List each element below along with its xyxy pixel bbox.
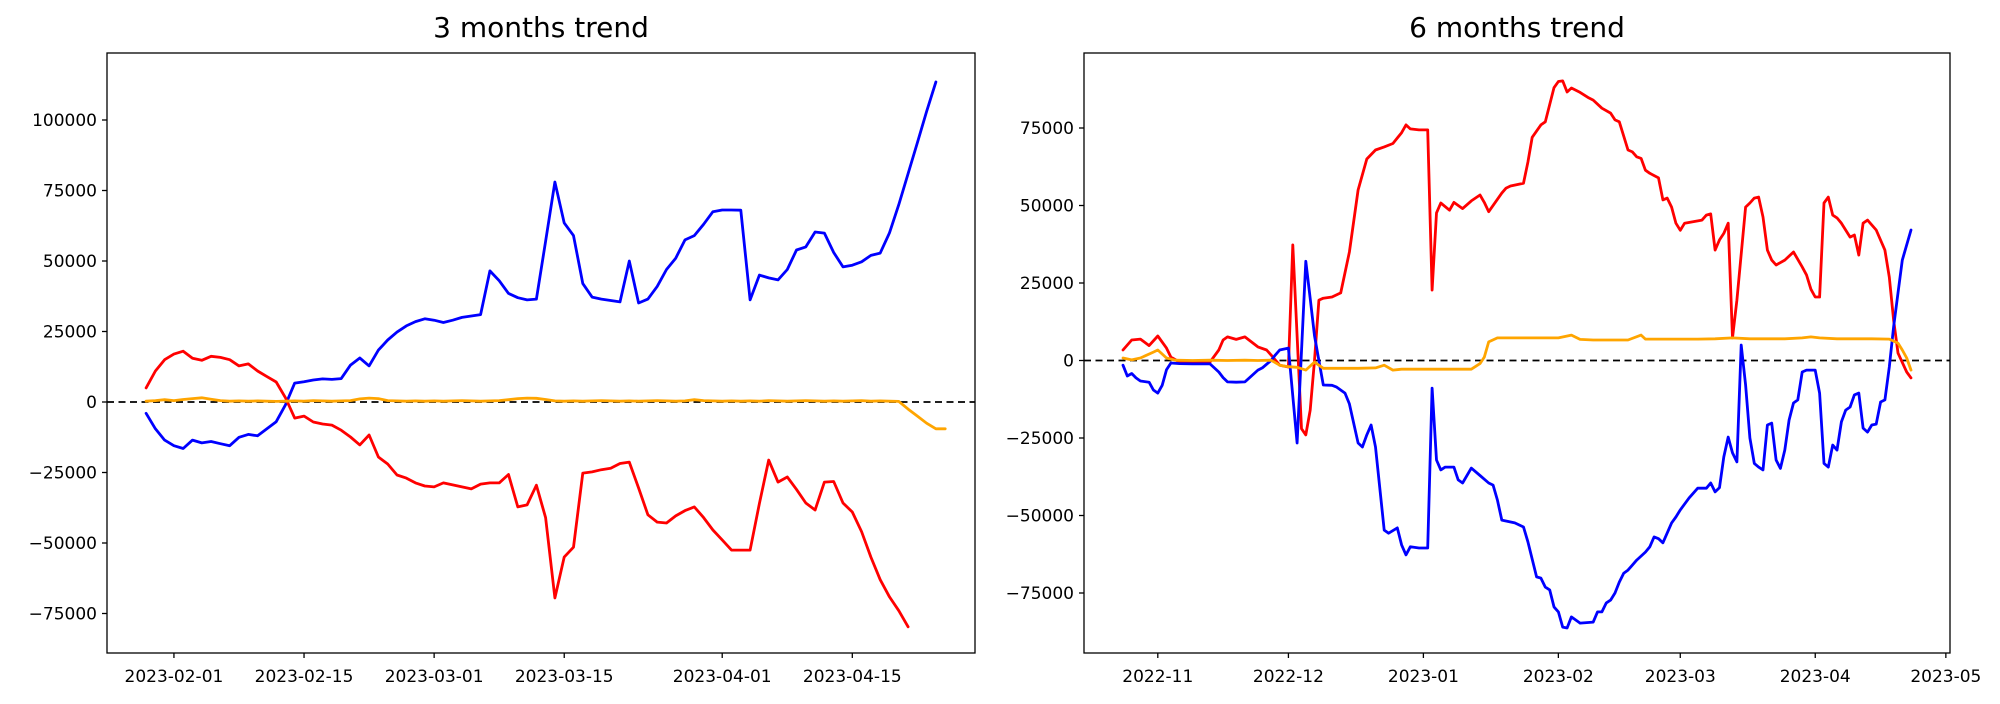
x-tick-label: 2023-04 bbox=[1780, 667, 1851, 687]
x-tick-label: 2023-05 bbox=[1910, 667, 1981, 687]
series-line-red bbox=[144, 349, 910, 629]
x-tick-label: 2023-03 bbox=[1645, 667, 1716, 687]
x-tick-label: 2023-04-01 bbox=[673, 667, 772, 687]
y-tick-label: −50000 bbox=[1006, 506, 1074, 526]
y-tick-label: 0 bbox=[1063, 352, 1074, 372]
y-tick-label: 75000 bbox=[43, 182, 97, 202]
x-tick-label: 2023-01 bbox=[1388, 667, 1459, 687]
series-line-orange bbox=[144, 396, 947, 431]
chart-panel-6-months: 75000 50000 25000 0 −25000 −50000 −75000 2022-1… bbox=[1006, 11, 1982, 687]
plot-border bbox=[106, 52, 976, 654]
y-tick-label: −25000 bbox=[29, 464, 97, 484]
x-tick-label: 2023-02-01 bbox=[125, 667, 224, 687]
chart-title: 6 months trend bbox=[1409, 11, 1625, 44]
x-tick-label: 2023-02 bbox=[1523, 667, 1594, 687]
y-tick-label: −50000 bbox=[29, 534, 97, 554]
series-line-red bbox=[1121, 79, 1913, 437]
x-tick-label: 2023-04-15 bbox=[803, 667, 902, 687]
y-tick-label: 25000 bbox=[1020, 274, 1074, 294]
x-tick-label: 2022-11 bbox=[1122, 667, 1193, 687]
chart-title: 3 months trend bbox=[433, 11, 649, 44]
y-tick-label: 50000 bbox=[1020, 197, 1074, 217]
series-line-orange bbox=[1121, 333, 1913, 372]
plot-border bbox=[1083, 52, 1951, 654]
x-tick-label: 2023-03-01 bbox=[385, 667, 484, 687]
series-line-blue bbox=[1121, 228, 1913, 630]
x-tick-label: 2022-12 bbox=[1253, 667, 1324, 687]
y-tick-label: 75000 bbox=[1020, 119, 1074, 139]
y-tick-label: −25000 bbox=[1006, 429, 1074, 449]
y-tick-label: −75000 bbox=[1006, 584, 1074, 604]
series-line-blue bbox=[144, 80, 938, 450]
x-tick-label: 2023-03-15 bbox=[515, 667, 614, 687]
y-tick-label: 0 bbox=[86, 393, 97, 413]
chart-panel-3-months: 100000 75000 50000 25000 0 −25000 −50000 −75000… bbox=[29, 11, 976, 687]
y-tick-label: 25000 bbox=[43, 323, 97, 343]
y-tick-label: −75000 bbox=[29, 605, 97, 625]
y-tick-label: 100000 bbox=[32, 111, 97, 131]
y-tick-label: 50000 bbox=[43, 252, 97, 272]
x-tick-label: 2023-02-15 bbox=[255, 667, 354, 687]
